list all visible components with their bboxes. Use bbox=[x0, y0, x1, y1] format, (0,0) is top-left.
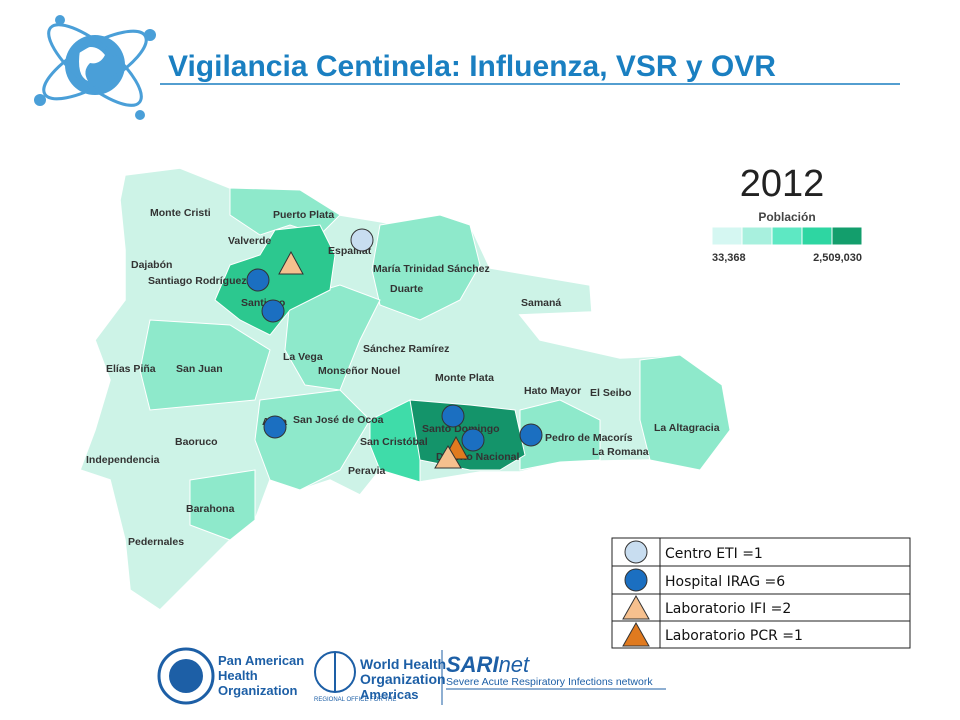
marker-legend: Centro ETI =1 Hospital IRAG =6 Laborator… bbox=[611, 537, 911, 649]
logo-globe bbox=[34, 15, 156, 120]
paho-line: Organization bbox=[218, 683, 298, 698]
paho-line: Health bbox=[218, 668, 258, 683]
province-label: Elías Piña bbox=[106, 363, 156, 375]
province-label: Pedernales bbox=[128, 536, 184, 548]
province-label: Puerto Plata bbox=[273, 209, 334, 221]
irag-marker bbox=[519, 423, 543, 447]
sari-caption: Severe Acute Respiratory Infections netw… bbox=[446, 676, 653, 688]
site-markers bbox=[246, 228, 543, 469]
sari-logo: SARInet bbox=[446, 652, 530, 677]
province-label: Santo Domingo bbox=[422, 423, 500, 435]
sari-name: SARI bbox=[446, 652, 499, 677]
province-label: Santiago Rodríguez bbox=[148, 275, 247, 287]
legend-max: 2,509,030 bbox=[813, 252, 862, 264]
irag-marker bbox=[441, 404, 465, 428]
province-label: San Cristóbal bbox=[360, 436, 428, 448]
province-label: Monseñor Nouel bbox=[318, 365, 400, 377]
province-label: La Vega bbox=[283, 351, 323, 363]
color-ramp bbox=[711, 226, 863, 246]
who-line: REGIONAL OFFICE FOR THE bbox=[314, 697, 396, 703]
province-label: Valverde bbox=[228, 235, 271, 247]
irag-marker bbox=[263, 415, 287, 439]
province-label: Duarte bbox=[390, 283, 423, 295]
legend-title: Población bbox=[758, 210, 815, 224]
province-label: La Altagracia bbox=[654, 422, 720, 434]
year: 2012 bbox=[740, 163, 825, 205]
province-label: Samaná bbox=[521, 297, 561, 309]
province-label: El Seibo bbox=[590, 387, 631, 399]
province-label: La Romana bbox=[592, 446, 649, 458]
province-label: Baoruco bbox=[175, 436, 218, 448]
sari-suffix: net bbox=[499, 652, 530, 677]
eti-marker bbox=[350, 228, 374, 252]
province-label: Dajabón bbox=[131, 259, 172, 271]
province-label: María Trinidad Sánchez bbox=[373, 263, 490, 275]
legend-row: Centro ETI =1 bbox=[665, 546, 763, 562]
irag-marker bbox=[461, 428, 485, 452]
province-label: Monte Plata bbox=[435, 372, 494, 384]
ifi-marker bbox=[278, 250, 304, 275]
title: Vigilancia Centinela: Influenza, VSR y O… bbox=[168, 50, 776, 83]
province-label: Peravia bbox=[348, 465, 386, 477]
who-line: Americas bbox=[360, 687, 419, 702]
province-label: San José de Ocoa bbox=[293, 414, 384, 426]
legend-row: Laboratorio PCR =1 bbox=[665, 628, 803, 644]
paho-line: Pan American bbox=[218, 653, 304, 668]
province-label: Sánchez Ramírez bbox=[363, 343, 449, 355]
province-label: San Juan bbox=[176, 363, 223, 375]
legend-min: 33,368 bbox=[712, 252, 746, 264]
who-line: Organization bbox=[360, 671, 446, 687]
who-line: World Health bbox=[360, 656, 446, 672]
footer: Pan American Health Organization World H… bbox=[157, 647, 666, 705]
map bbox=[79, 167, 731, 611]
legend-row: Hospital IRAG =6 bbox=[665, 574, 785, 590]
province-label: Pedro de Macorís bbox=[545, 432, 633, 444]
ifi-marker bbox=[434, 445, 462, 469]
irag-marker bbox=[246, 268, 270, 292]
province-label: Independencia bbox=[86, 454, 160, 466]
legend-row: Laboratorio IFI =2 bbox=[665, 601, 791, 617]
province-label: Monte Cristi bbox=[150, 207, 211, 219]
irag-marker bbox=[261, 299, 285, 323]
province-label: Hato Mayor bbox=[524, 385, 581, 397]
province-label: Barahona bbox=[186, 503, 235, 515]
